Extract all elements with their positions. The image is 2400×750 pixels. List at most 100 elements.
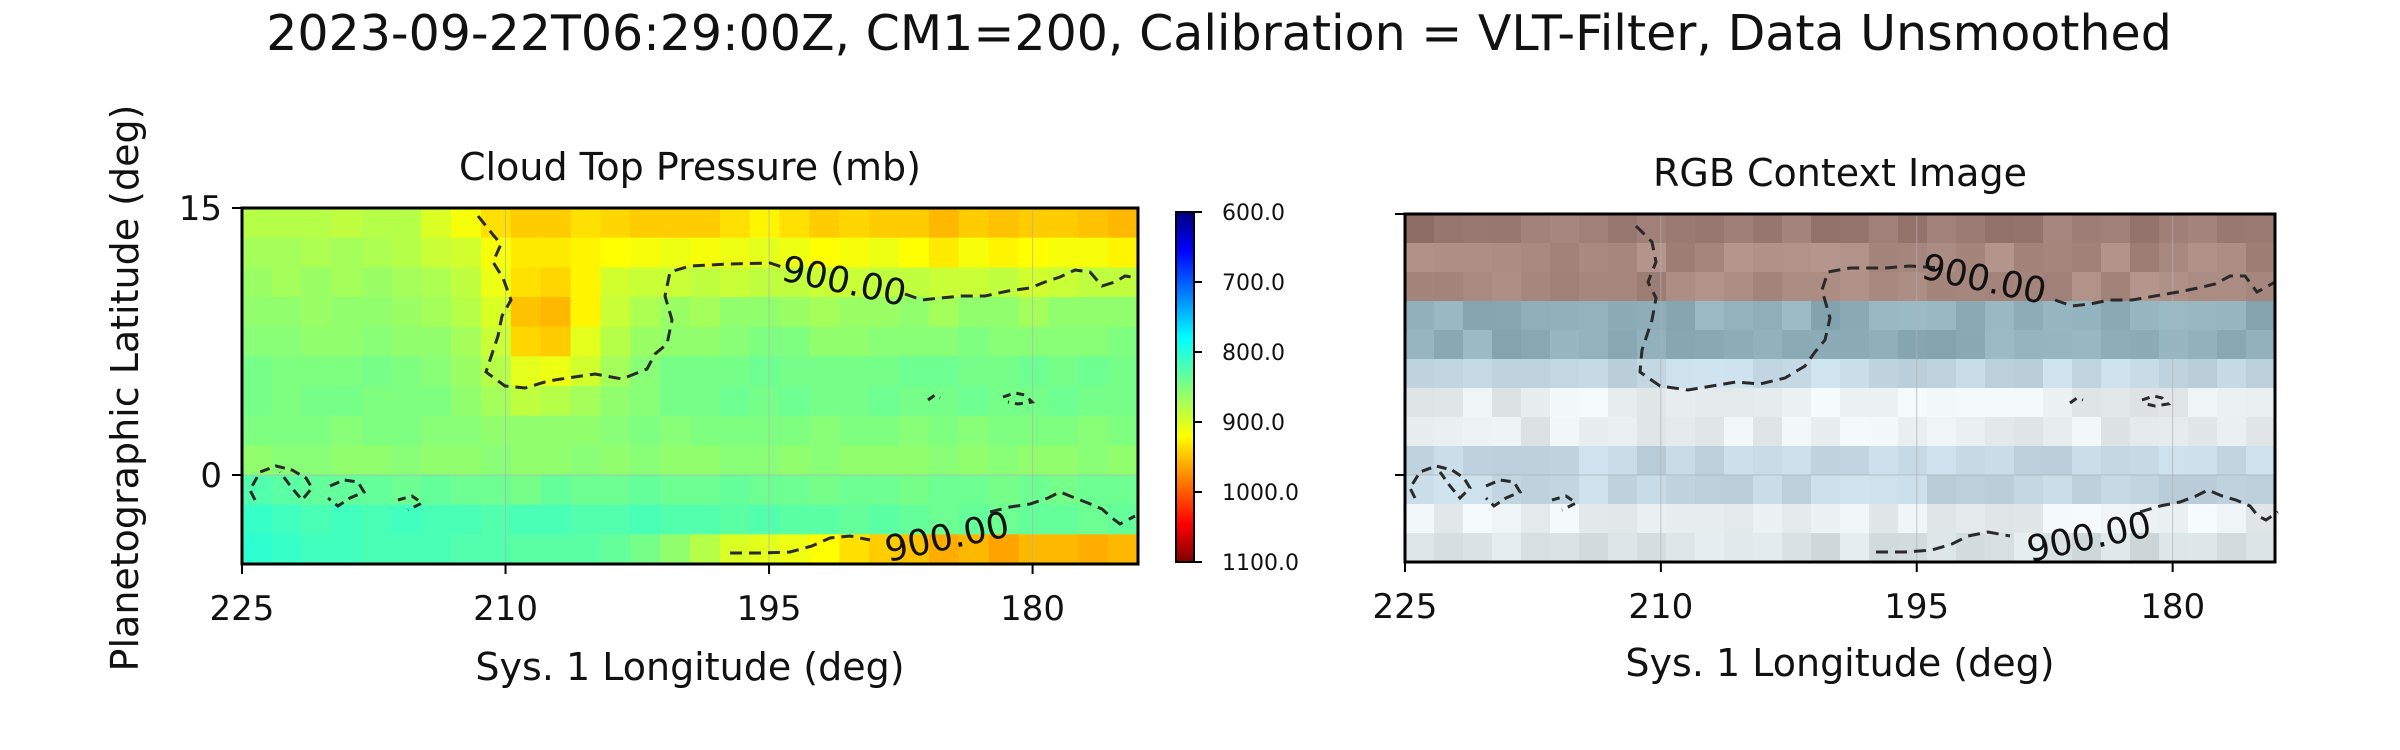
pressure-cell [271,445,303,476]
pressure-cell [928,208,960,239]
rgb-cell [1840,301,1870,331]
pressure-cell [540,415,572,446]
rgb-cell [1463,243,1493,273]
rgb-cell [2014,533,2044,562]
pressure-cell [510,326,542,357]
rgb-cell [2188,504,2218,534]
rgb-cell [1550,446,1580,476]
rgb-cell [1753,243,1783,273]
rgb-cell [1463,417,1493,447]
pressure-cell [331,208,363,239]
rgb-cell [1898,272,1928,302]
pressure-cell [301,386,333,417]
pressure-cell [271,415,303,446]
rgb-cell [2159,504,2189,534]
rgb-cell [2043,417,2073,447]
rgb-cell [2072,446,2102,476]
rgb-cell [2101,388,2131,418]
rgb-cell [1579,243,1609,273]
right-contour-lower-left-3 [1551,494,1579,512]
rgb-cell [2246,417,2275,447]
pressure-cell [899,237,930,268]
pressure-cell [242,445,273,476]
rgb-cell [1550,330,1580,360]
pressure-cell [779,445,811,476]
pressure-cell [690,386,721,417]
rgb-cell [1840,330,1870,360]
rgb-cell [1521,388,1551,418]
rgb-cell [1666,446,1696,476]
pressure-cell [1078,534,1109,564]
rgb-cell [2217,359,2247,389]
rgb-cell [2188,272,2218,302]
pressure-cell [480,386,512,417]
pressure-cell [510,386,542,417]
colorbar-tick-label: 800.0 [1222,341,1285,366]
x-tick-label: 180 [1000,589,1065,629]
rgb-cell [1956,533,1986,562]
rgb-cell [2159,214,2189,244]
rgb-cell [1405,417,1435,447]
pressure-cell [869,475,900,506]
pressure-cell [749,445,781,476]
rgb-cell [2072,272,2102,302]
pressure-cell [690,267,721,298]
rgb-cell [1811,359,1841,389]
pressure-cell [361,267,392,298]
pressure-cell [779,326,811,357]
x-tick-label: 225 [210,589,275,629]
pressure-cell [1108,356,1138,387]
rgb-cell [1985,446,2015,476]
pressure-cell [510,445,542,476]
pressure-cell [510,267,542,298]
pressure-cell [1018,445,1049,476]
rgb-cell [1695,214,1725,244]
pressure-cell [809,445,840,476]
rgb-cell [1956,301,1986,331]
pressure-cell [660,534,691,564]
rgb-cell [1666,417,1696,447]
rgb-cell [1521,475,1551,505]
pressure-cell [1078,297,1109,328]
pressure-cell [719,415,751,446]
rgb-cell [1840,417,1870,447]
pressure-cell [690,297,721,328]
rgb-cell [1753,359,1783,389]
rgb-cell [1463,214,1493,244]
pressure-cell [421,326,452,357]
rgb-cell [1753,301,1783,331]
pressure-cell [331,386,363,417]
pressure-cell [570,475,601,506]
rgb-cell [2217,214,2247,244]
pressure-cell [242,504,273,535]
pressure-cell [809,386,840,417]
rgb-cell [1724,533,1754,562]
rgb-cell [1927,359,1957,389]
pressure-cell [1018,208,1049,239]
pressure-cell [1048,326,1079,357]
pressure-cell [630,415,661,446]
pressure-cell [630,267,661,298]
rgb-cell [1956,243,1986,273]
rgb-cell [1463,359,1493,389]
rgb-cell [1579,272,1609,302]
pressure-cell [510,356,542,387]
pressure-cell [958,267,990,298]
right-panel-title: RGB Context Image [1653,151,2027,195]
rgb-cell [1898,504,1928,534]
rgb-context-panel: RGB Context Image 900.00 900.00 225 210 19… [1373,151,2279,685]
rgb-cell [1724,301,1754,331]
pressure-cell [1078,237,1109,268]
rgb-cell [2130,504,2160,534]
pressure-cell [899,326,930,357]
rgb-cell [2014,475,2044,505]
rgb-cell [1724,330,1754,360]
pressure-cell [361,386,392,417]
rgb-cell [1956,388,1986,418]
pressure-cell [988,356,1020,387]
rgb-cell [2043,243,2073,273]
pressure-cell [690,475,721,506]
pressure-cell [570,267,601,298]
pressure-cell [331,445,363,476]
right-plot-frame [1403,212,2277,564]
